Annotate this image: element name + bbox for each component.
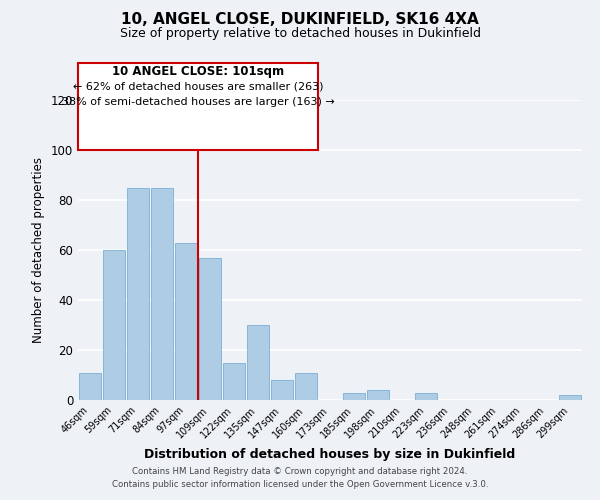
Bar [559, 395, 581, 400]
X-axis label: Distribution of detached houses by size in Dukinfield: Distribution of detached houses by size … [145, 448, 515, 461]
Bar [295, 372, 317, 400]
Bar [271, 380, 293, 400]
Bar [151, 188, 173, 400]
Text: 38% of semi-detached houses are larger (163) →: 38% of semi-detached houses are larger (… [62, 96, 334, 106]
Text: Size of property relative to detached houses in Dukinfield: Size of property relative to detached ho… [119, 28, 481, 40]
Bar [199, 258, 221, 400]
Bar [223, 362, 245, 400]
Bar [103, 250, 125, 400]
Bar [343, 392, 365, 400]
Text: Contains HM Land Registry data © Crown copyright and database right 2024.: Contains HM Land Registry data © Crown c… [132, 467, 468, 476]
Bar [247, 325, 269, 400]
Text: 10 ANGEL CLOSE: 101sqm: 10 ANGEL CLOSE: 101sqm [112, 65, 284, 78]
Text: ← 62% of detached houses are smaller (263): ← 62% of detached houses are smaller (26… [73, 82, 323, 92]
Bar [127, 188, 149, 400]
Bar [175, 242, 197, 400]
Bar [367, 390, 389, 400]
Bar [415, 392, 437, 400]
Bar [79, 372, 101, 400]
Text: Contains public sector information licensed under the Open Government Licence v.: Contains public sector information licen… [112, 480, 488, 489]
Text: 10, ANGEL CLOSE, DUKINFIELD, SK16 4XA: 10, ANGEL CLOSE, DUKINFIELD, SK16 4XA [121, 12, 479, 28]
Y-axis label: Number of detached properties: Number of detached properties [32, 157, 45, 343]
